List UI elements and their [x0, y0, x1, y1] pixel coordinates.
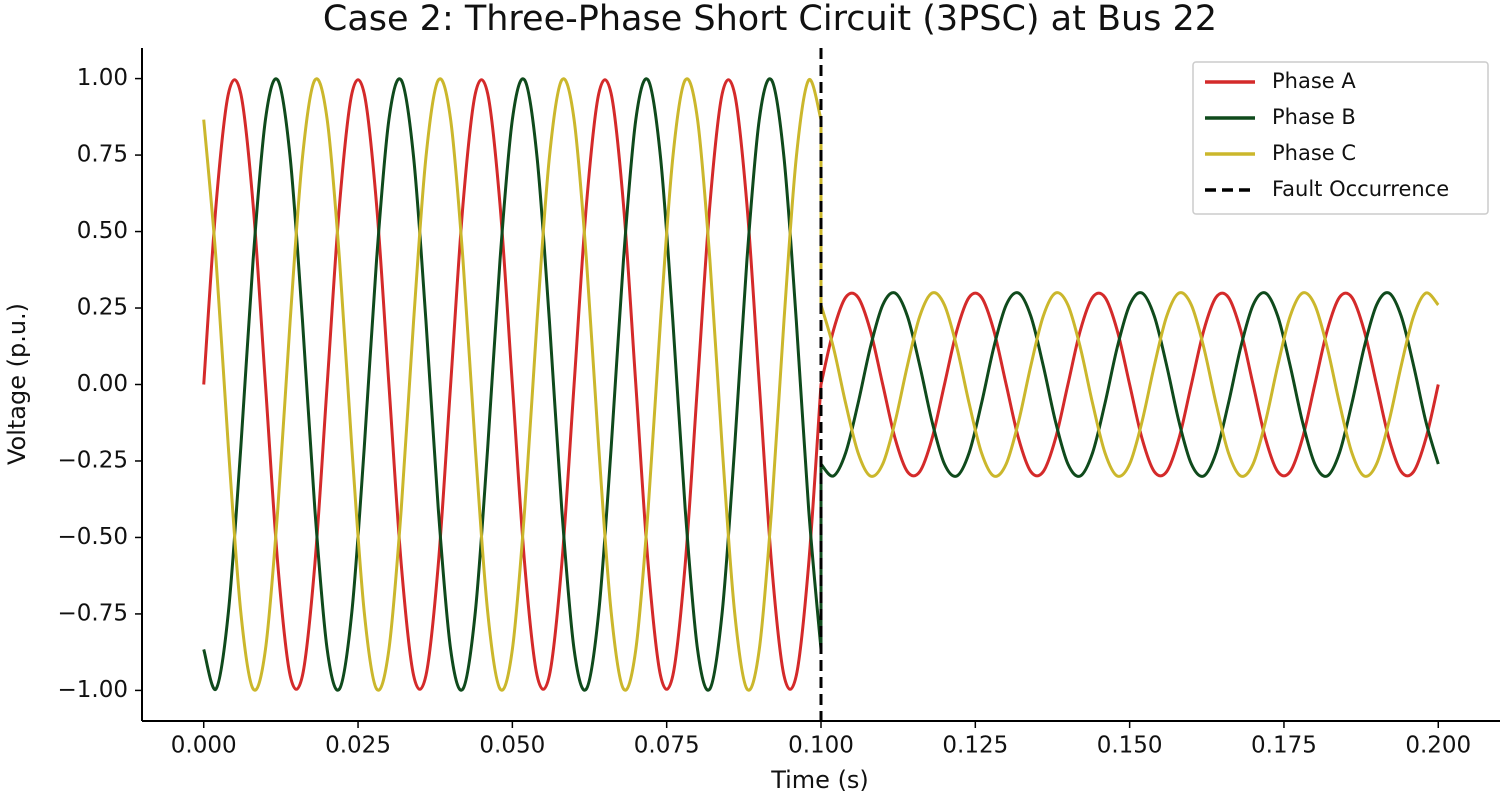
legend-box	[1192, 61, 1489, 215]
series-line	[202, 77, 1440, 692]
legend-label: Phase B	[1272, 105, 1356, 129]
legend: Phase A Phase B Phase C Fault Occurrence	[1192, 61, 1489, 215]
x-tick-label: 0.125	[942, 733, 1008, 759]
legend-label: Phase A	[1272, 69, 1356, 93]
x-axis-label: Time (s)	[770, 766, 869, 794]
legend-label: Fault Occurrence	[1272, 177, 1449, 201]
chart-title: Case 2: Three-Phase Short Circuit (3PSC)…	[323, 0, 1217, 39]
y-tick-label: −0.75	[58, 600, 128, 626]
y-tick-label: −0.25	[58, 447, 128, 473]
x-tick-label: 0.025	[325, 733, 391, 759]
x-tick-label: 0.175	[1251, 733, 1317, 759]
x-tick-label: 0.050	[479, 733, 545, 759]
x-tick-label: 0.150	[1097, 733, 1163, 759]
x-tick-label: 0.000	[171, 733, 237, 759]
y-tick-label: −1.00	[58, 677, 128, 703]
x-tick-label: 0.100	[788, 733, 854, 759]
series-line	[202, 78, 1440, 691]
y-tick-label: 0.00	[77, 371, 128, 397]
x-tick-label: 0.200	[1405, 733, 1471, 759]
y-tick-label: 0.75	[77, 142, 128, 168]
y-axis-label: Voltage (p.u.)	[3, 303, 31, 465]
y-tick-label: 1.00	[77, 65, 128, 91]
x-tick-label: 0.075	[634, 733, 700, 759]
series-line	[202, 77, 1440, 692]
y-tick-label: 0.25	[77, 295, 128, 321]
legend-label: Phase C	[1272, 141, 1356, 165]
y-tick-label: −0.50	[58, 524, 128, 550]
y-tick-label: 0.50	[77, 218, 128, 244]
